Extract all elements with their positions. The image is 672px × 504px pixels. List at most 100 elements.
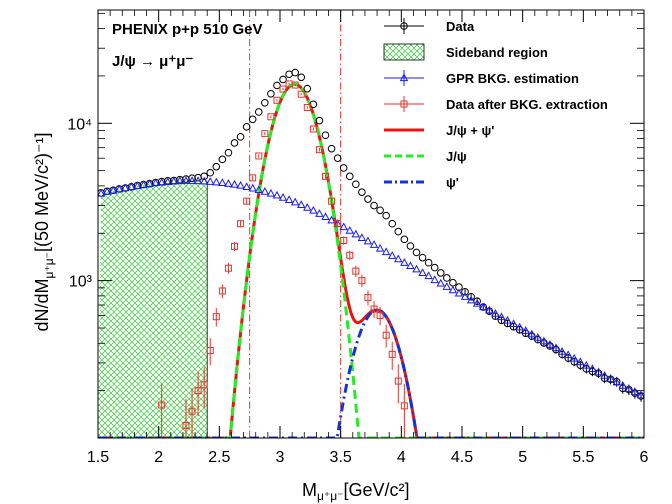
extracted-point [370,305,378,313]
data-point [461,287,469,296]
data-point [279,75,287,84]
extracted-point [237,220,245,228]
x-axis-label: Mμ⁺μ⁻[GeV/c²] [302,480,410,503]
gpr-point [454,288,464,297]
gpr-point [290,197,300,206]
gpr-point [236,180,245,189]
data-point [382,211,390,220]
data-point [212,162,221,171]
gpr-point [145,179,154,187]
gpr-point [114,184,124,193]
gpr-point [327,215,336,224]
extracted-point [376,312,384,320]
gpr-point [636,390,644,399]
gpr-point [563,350,573,359]
gpr-point [303,203,312,211]
extracted-point [188,407,196,415]
gpr-point [266,188,276,197]
gpr-point [157,177,166,186]
x-tick-label: 4.5 [451,449,473,466]
gpr-point [491,309,500,317]
legend-swatch-marker [399,73,409,82]
gpr-point [175,176,185,185]
legend-label: ψ' [446,175,459,190]
gpr-point [369,240,379,248]
data-point [631,389,639,397]
data-point [230,139,239,147]
gpr-point [242,182,251,191]
legend-entry-total_fit: J/ψ + ψ' [384,123,494,138]
x-tick-label: 4 [397,449,406,466]
gpr-point [127,182,136,191]
gpr-point [515,322,524,331]
gpr-point [624,384,634,393]
data-point [546,342,554,350]
gpr-point [230,179,239,188]
x-tick-label: 3.5 [330,449,352,466]
legend-label: J/ψ + ψ' [446,123,494,138]
extracted-point [358,277,366,285]
gpr-point [472,298,482,307]
data-point [485,307,494,315]
gpr-point [527,329,537,338]
gpr-point [339,222,348,231]
gpr-point [630,387,640,396]
chart-title: PHENIX p+p 510 GeV [112,21,262,38]
gpr-point [618,381,628,389]
gpr-point [612,377,621,386]
data-point [206,168,215,177]
extracted-point [303,104,311,112]
data-point [418,253,427,262]
gpr-point [545,340,555,348]
legend-entry-extracted: Data after BKG. extraction [384,96,608,112]
y-tick-label: 10⁴ [67,116,92,133]
x-axis-label-sub: μ⁺μ⁻ [317,489,344,503]
gpr-point [102,187,112,195]
gpr-point [594,367,603,376]
gpr-point [442,282,452,290]
data-point [400,235,409,244]
data-point [327,144,336,153]
gpr-point [418,268,427,277]
gpr-point [539,336,549,345]
data-point [200,172,208,181]
extracted-point [400,402,408,410]
x-axis-label-unit: [GeV/c²] [344,480,410,500]
gpr-point [321,212,330,221]
gpr-point [212,177,221,186]
data-point [570,357,579,366]
extracted-point [255,152,263,160]
gpr-point [218,178,227,187]
gpr-point [466,295,476,304]
extracted-point [243,197,251,205]
extracted-point [388,350,396,358]
gpr-point [406,261,415,270]
data-point [352,180,360,189]
data-point [303,84,312,93]
data-point [339,164,348,172]
data-point [242,122,251,131]
data-point [388,219,397,228]
data-point [467,292,475,301]
y-axis-label-unit: [(50 MeV/c²)⁻¹] [32,132,52,252]
data-point [406,242,415,250]
gpr-point [503,315,512,324]
extracted-point [297,90,305,98]
gpr-point [309,205,318,214]
extracted-point [346,251,354,259]
extracted-point [182,422,190,430]
gpr-point [533,333,543,341]
sideband-region-fill [98,180,208,438]
data-point [394,227,403,236]
extracted-point [334,220,342,228]
gpr-point [363,236,373,245]
legend-label: Data [446,19,475,34]
gpr-point [509,319,518,328]
gpr-point [181,176,191,184]
gpr-point [588,364,597,372]
legend-label: GPR BKG. estimation [446,71,579,86]
x-tick-label: 6 [640,449,649,466]
legend-entry-jpsi_fit: J/ψ [384,149,467,164]
data-point [248,115,257,124]
gpr-point [351,229,361,238]
